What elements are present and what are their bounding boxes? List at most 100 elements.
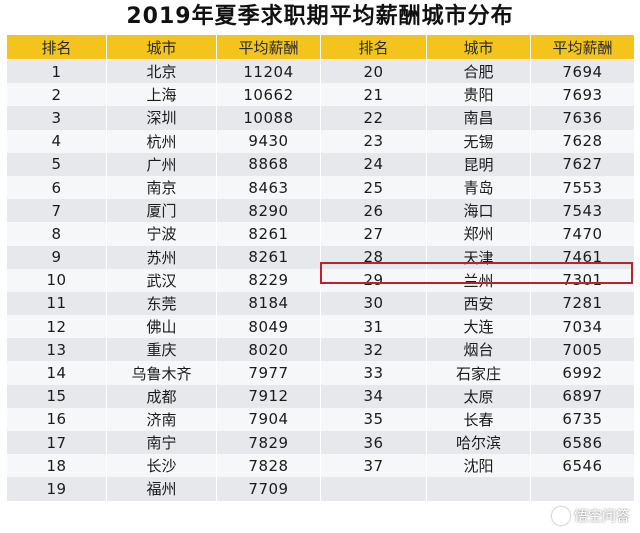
cell-rank: 33	[320, 361, 427, 385]
cell-rank: 32	[320, 338, 427, 362]
cell-rank: 15	[6, 384, 107, 408]
cell-city: 广州	[106, 152, 217, 176]
table-row: 10 武汉 8229 29 兰州 7301	[6, 268, 635, 292]
cell-salary: 7694	[530, 59, 635, 84]
cell-rank	[320, 477, 427, 501]
cell-city: 深圳	[106, 106, 217, 130]
cell-salary: 7904	[216, 407, 321, 431]
table-row: 9 苏州 8261 28 天津 7461	[6, 245, 635, 269]
cell-salary: 7636	[530, 106, 635, 130]
cell-salary: 7301	[530, 268, 635, 292]
cell-city: 南宁	[106, 431, 217, 455]
page-title: 2019年夏季求职期平均薪酬城市分布	[126, 4, 514, 29]
cell-salary: 8049	[216, 315, 321, 339]
table-row: 8 宁波 8261 27 郑州 7470	[6, 222, 635, 246]
cell-rank: 17	[6, 431, 107, 455]
cell-salary: 6546	[530, 454, 635, 478]
cell-city: 昆明	[426, 152, 531, 176]
cell-salary: 7470	[530, 222, 635, 246]
cell-rank: 20	[320, 59, 427, 84]
cell-rank: 19	[6, 477, 107, 501]
header-city: 城市	[426, 34, 531, 60]
cell-salary: 7553	[530, 175, 635, 200]
cell-rank: 2	[6, 83, 107, 107]
cell-salary: 7281	[530, 291, 635, 316]
cell-city: 长春	[426, 407, 531, 431]
cell-city: 青岛	[426, 175, 531, 200]
cell-city: 兰州	[426, 268, 531, 292]
cell-salary: 6992	[530, 361, 635, 385]
cell-city: 南昌	[426, 106, 531, 130]
cell-city: 南京	[106, 175, 217, 200]
cell-city: 烟台	[426, 338, 531, 362]
cell-salary: 7828	[216, 454, 321, 478]
cell-rank: 35	[320, 407, 427, 431]
cell-salary: 7693	[530, 83, 635, 107]
header-row: 排名 城市 平均薪酬 排名 城市 平均薪酬	[6, 34, 635, 60]
cell-city: 乌鲁木齐	[106, 361, 217, 385]
table-row: 7 厦门 8290 26 海口 7543	[6, 199, 635, 223]
cell-salary: 8290	[216, 199, 321, 223]
cell-rank: 9	[6, 245, 107, 269]
cell-city: 宁波	[106, 222, 217, 246]
table-row: 18 长沙 7828 37 沈阳 6546	[6, 454, 635, 478]
cell-rank: 37	[320, 454, 427, 478]
cell-salary: 8229	[216, 268, 321, 292]
cell-rank: 28	[320, 245, 427, 269]
cell-city: 上海	[106, 83, 217, 107]
table-row: 1 北京 11204 20 合肥 7694	[6, 59, 635, 84]
cell-city: 合肥	[426, 59, 531, 84]
cell-rank: 27	[320, 222, 427, 246]
cell-salary: 7461	[530, 245, 635, 269]
salary-table: 排名 城市 平均薪酬 排名 城市 平均薪酬 1 北京 11204 20 合肥 7694 2 上…	[6, 34, 635, 501]
cell-rank: 13	[6, 338, 107, 362]
cell-city: 石家庄	[426, 361, 531, 385]
cell-rank: 11	[6, 291, 107, 316]
cell-rank: 34	[320, 384, 427, 408]
cell-city: 济南	[106, 407, 217, 431]
header-rank: 排名	[6, 34, 107, 60]
cell-salary: 8261	[216, 222, 321, 246]
watermark: 悟空问答	[552, 505, 630, 527]
cell-rank: 18	[6, 454, 107, 478]
table-row: 13 重庆 8020 32 烟台 7005	[6, 338, 635, 362]
cell-city: 长沙	[106, 454, 217, 478]
table-row: 3 深圳 10088 22 南昌 7636	[6, 106, 635, 130]
cell-rank: 21	[320, 83, 427, 107]
cell-city: 杭州	[106, 129, 217, 153]
cell-rank: 31	[320, 315, 427, 339]
cell-rank: 6	[6, 175, 107, 200]
cell-city: 郑州	[426, 222, 531, 246]
cell-city	[426, 477, 531, 501]
table-row: 17 南宁 7829 36 哈尔滨 6586	[6, 431, 635, 455]
cell-salary: 7005	[530, 338, 635, 362]
cell-rank: 5	[6, 152, 107, 176]
header-city: 城市	[106, 34, 217, 60]
cell-salary: 8261	[216, 245, 321, 269]
cell-city: 太原	[426, 384, 531, 408]
cell-rank: 29	[320, 268, 427, 292]
cell-rank: 12	[6, 315, 107, 339]
cell-city: 佛山	[106, 315, 217, 339]
cell-salary: 8020	[216, 338, 321, 362]
cell-rank: 3	[6, 106, 107, 130]
cell-city: 厦门	[106, 199, 217, 223]
table-row: 16 济南 7904 35 长春 6735	[6, 407, 635, 431]
table-row: 6 南京 8463 25 青岛 7553	[6, 175, 635, 200]
cell-city: 无锡	[426, 129, 531, 153]
cell-rank: 1	[6, 59, 107, 84]
table-row: 2 上海 10662 21 贵阳 7693	[6, 83, 635, 107]
cell-city: 天津	[426, 245, 531, 269]
cell-salary: 7977	[216, 361, 321, 385]
cell-rank: 30	[320, 291, 427, 316]
cell-city: 福州	[106, 477, 217, 501]
cell-salary: 9430	[216, 129, 321, 153]
table-row: 12 佛山 8049 31 大连 7034	[6, 315, 635, 339]
table-row: 15 成都 7912 34 太原 6897	[6, 384, 635, 408]
cell-rank: 22	[320, 106, 427, 130]
cell-salary: 10662	[216, 83, 321, 107]
cell-city: 东莞	[106, 291, 217, 316]
cell-salary: 11204	[216, 59, 321, 84]
cell-city: 武汉	[106, 268, 217, 292]
cell-salary: 8184	[216, 291, 321, 316]
